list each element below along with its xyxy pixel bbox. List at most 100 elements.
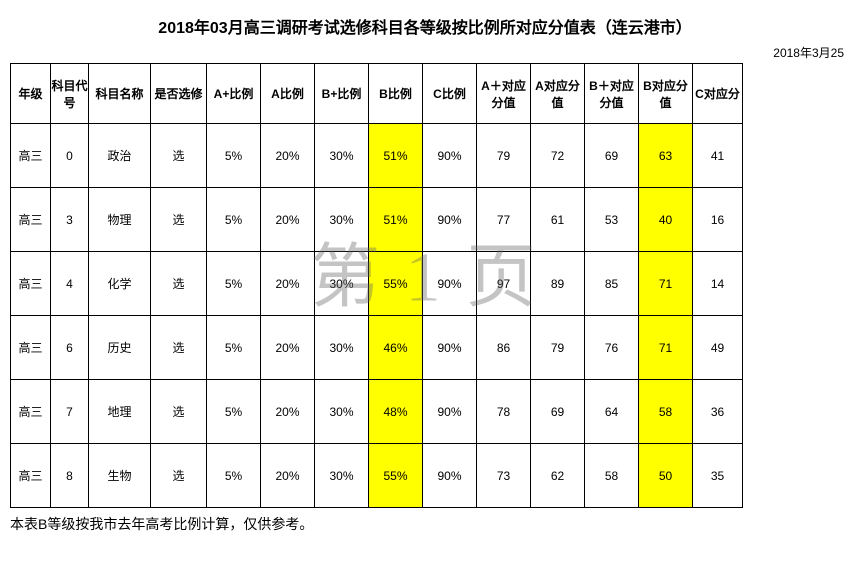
cell-c: 90% <box>423 188 477 252</box>
cell-apv: 97 <box>477 252 531 316</box>
cell-bpv: 64 <box>585 380 639 444</box>
cell-apv: 79 <box>477 124 531 188</box>
cell-ap: 5% <box>207 316 261 380</box>
cell-av: 79 <box>531 316 585 380</box>
cell-av: 61 <box>531 188 585 252</box>
cell-bv: 71 <box>639 252 693 316</box>
col-grade: 年级 <box>11 64 51 124</box>
col-av: A对应分值 <box>531 64 585 124</box>
cell-ap: 5% <box>207 188 261 252</box>
table-row: 高三3物理选5%20%30%51%90%7761534016 <box>11 188 743 252</box>
cell-name: 生物 <box>89 444 151 508</box>
col-b: B比例 <box>369 64 423 124</box>
cell-a: 20% <box>261 124 315 188</box>
col-bp: B+比例 <box>315 64 369 124</box>
table-row: 高三8生物选5%20%30%55%90%7362585035 <box>11 444 743 508</box>
cell-b: 55% <box>369 252 423 316</box>
cell-bv: 40 <box>639 188 693 252</box>
cell-bv: 71 <box>639 316 693 380</box>
cell-av: 89 <box>531 252 585 316</box>
cell-grade: 高三 <box>11 252 51 316</box>
footnote: 本表B等级按我市去年高考比例计算，仅供参考。 <box>0 508 850 534</box>
cell-bpv: 85 <box>585 252 639 316</box>
cell-c: 90% <box>423 252 477 316</box>
cell-elect: 选 <box>151 380 207 444</box>
cell-apv: 73 <box>477 444 531 508</box>
cell-b: 46% <box>369 316 423 380</box>
cell-b: 48% <box>369 380 423 444</box>
cell-bpv: 58 <box>585 444 639 508</box>
cell-elect: 选 <box>151 444 207 508</box>
col-name: 科目名称 <box>89 64 151 124</box>
score-table: 年级 科目代号 科目名称 是否选修 A+比例 A比例 B+比例 B比例 C比例 … <box>10 63 743 508</box>
cell-c: 90% <box>423 316 477 380</box>
cell-name: 政治 <box>89 124 151 188</box>
cell-c: 90% <box>423 380 477 444</box>
cell-bpv: 69 <box>585 124 639 188</box>
cell-cv: 35 <box>693 444 743 508</box>
cell-ap: 5% <box>207 124 261 188</box>
cell-c: 90% <box>423 444 477 508</box>
cell-a: 20% <box>261 316 315 380</box>
col-cv: C对应分 <box>693 64 743 124</box>
cell-name: 地理 <box>89 380 151 444</box>
cell-bp: 30% <box>315 252 369 316</box>
cell-a: 20% <box>261 444 315 508</box>
cell-bpv: 53 <box>585 188 639 252</box>
cell-grade: 高三 <box>11 444 51 508</box>
cell-bv: 50 <box>639 444 693 508</box>
cell-code: 0 <box>51 124 89 188</box>
cell-bp: 30% <box>315 316 369 380</box>
cell-elect: 选 <box>151 252 207 316</box>
cell-grade: 高三 <box>11 188 51 252</box>
cell-code: 4 <box>51 252 89 316</box>
cell-code: 8 <box>51 444 89 508</box>
cell-code: 3 <box>51 188 89 252</box>
col-code: 科目代号 <box>51 64 89 124</box>
cell-grade: 高三 <box>11 124 51 188</box>
cell-b: 51% <box>369 124 423 188</box>
table-row: 高三4化学选5%20%30%55%90%9789857114 <box>11 252 743 316</box>
cell-ap: 5% <box>207 252 261 316</box>
cell-b: 55% <box>369 444 423 508</box>
col-apv: A＋对应分值 <box>477 64 531 124</box>
cell-elect: 选 <box>151 188 207 252</box>
cell-bpv: 76 <box>585 316 639 380</box>
table-container: 年级 科目代号 科目名称 是否选修 A+比例 A比例 B+比例 B比例 C比例 … <box>0 63 850 508</box>
table-row: 高三0政治选5%20%30%51%90%7972696341 <box>11 124 743 188</box>
cell-cv: 41 <box>693 124 743 188</box>
page-title: 2018年03月高三调研考试选修科目各等级按比例所对应分值表（连云港市） <box>0 0 850 44</box>
cell-av: 72 <box>531 124 585 188</box>
cell-bp: 30% <box>315 380 369 444</box>
cell-ap: 5% <box>207 380 261 444</box>
cell-name: 化学 <box>89 252 151 316</box>
cell-a: 20% <box>261 252 315 316</box>
cell-bp: 30% <box>315 124 369 188</box>
cell-code: 6 <box>51 316 89 380</box>
cell-av: 62 <box>531 444 585 508</box>
cell-code: 7 <box>51 380 89 444</box>
cell-cv: 16 <box>693 188 743 252</box>
cell-av: 69 <box>531 380 585 444</box>
col-c: C比例 <box>423 64 477 124</box>
col-bpv: B＋对应分值 <box>585 64 639 124</box>
report-date: 2018年3月25 <box>0 44 850 61</box>
cell-grade: 高三 <box>11 316 51 380</box>
col-bv: B对应分值 <box>639 64 693 124</box>
table-row: 高三6历史选5%20%30%46%90%8679767149 <box>11 316 743 380</box>
table-row: 高三7地理选5%20%30%48%90%7869645836 <box>11 380 743 444</box>
cell-name: 历史 <box>89 316 151 380</box>
cell-apv: 78 <box>477 380 531 444</box>
cell-elect: 选 <box>151 124 207 188</box>
cell-bp: 30% <box>315 188 369 252</box>
col-ap: A+比例 <box>207 64 261 124</box>
cell-apv: 86 <box>477 316 531 380</box>
cell-b: 51% <box>369 188 423 252</box>
table-header-row: 年级 科目代号 科目名称 是否选修 A+比例 A比例 B+比例 B比例 C比例 … <box>11 64 743 124</box>
cell-c: 90% <box>423 124 477 188</box>
col-a: A比例 <box>261 64 315 124</box>
cell-cv: 36 <box>693 380 743 444</box>
cell-elect: 选 <box>151 316 207 380</box>
cell-cv: 14 <box>693 252 743 316</box>
cell-bv: 58 <box>639 380 693 444</box>
